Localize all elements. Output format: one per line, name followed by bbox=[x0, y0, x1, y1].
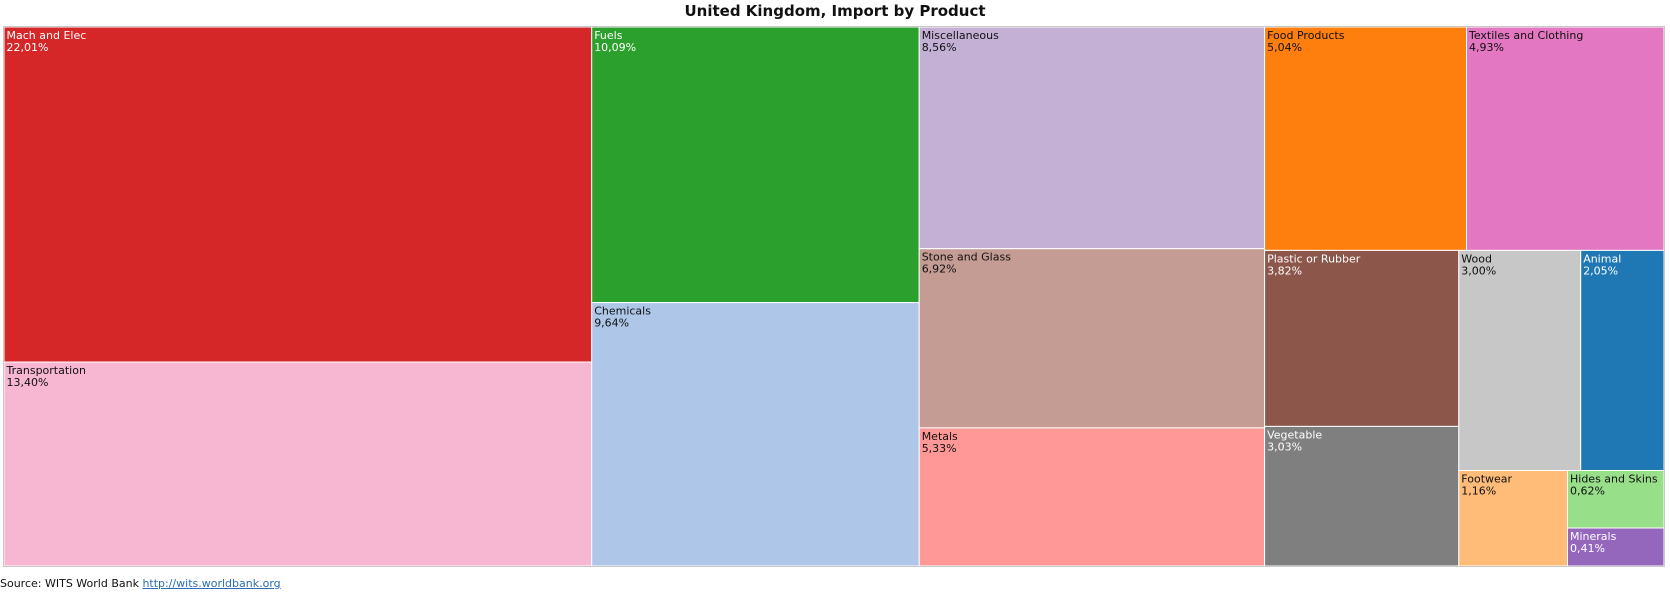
treemap-value-textiles-and-clothing: 4,93% bbox=[1469, 41, 1504, 54]
source-note: Source: WITS World Bank http://wits.worl… bbox=[0, 577, 281, 590]
treemap-value-animal: 2,05% bbox=[1583, 264, 1618, 277]
treemap-frame: Mach and Elec 22,01% Transportation 13,40% F… bbox=[3, 26, 1665, 567]
treemap-rect-animal[interactable] bbox=[1580, 249, 1664, 472]
treemap-label-chemicals: Chemicals bbox=[594, 305, 651, 318]
treemap-rect-food-products[interactable] bbox=[1264, 27, 1467, 251]
chart-title: United Kingdom, Import by Product bbox=[684, 2, 986, 20]
treemap-value-vegetable: 3,03% bbox=[1267, 440, 1302, 453]
treemap-value-transportation: 13,40% bbox=[7, 376, 49, 389]
treemap-label-metals: Metals bbox=[922, 430, 958, 443]
treemap-label-animal: Animal bbox=[1583, 252, 1621, 265]
treemap-label-minerals: Minerals bbox=[1570, 530, 1617, 543]
treemap-value-fuels: 10,09% bbox=[594, 41, 636, 54]
treemap-rect-wood[interactable] bbox=[1458, 249, 1582, 472]
source-text: Source: WITS World Bank bbox=[0, 577, 139, 590]
treemap-rect-fuels[interactable] bbox=[591, 27, 920, 304]
treemap-label-food-products: Food Products bbox=[1267, 29, 1345, 42]
treemap-label-miscellaneous: Miscellaneous bbox=[922, 29, 999, 42]
treemap-rect-textiles-and-clothing[interactable] bbox=[1466, 27, 1665, 251]
treemap-label-transportation: Transportation bbox=[6, 364, 86, 377]
treemap-value-stone-and-glass: 6,92% bbox=[922, 263, 957, 276]
treemap-label-wood: Wood bbox=[1461, 252, 1492, 265]
treemap-rect-hides-and-skins[interactable] bbox=[1567, 470, 1665, 529]
treemap-value-miscellaneous: 8,56% bbox=[922, 41, 957, 54]
treemap-value-wood: 3,00% bbox=[1461, 264, 1496, 277]
treemap-label-mach-and-elec: Mach and Elec bbox=[7, 29, 87, 42]
treemap-rect-transportation[interactable] bbox=[4, 361, 593, 566]
treemap-chart: Mach and Elec22,01%Transportation13,40%F… bbox=[4, 27, 1664, 566]
treemap-rect-mach-and-elec[interactable] bbox=[4, 27, 593, 363]
treemap-rect-miscellaneous[interactable] bbox=[918, 27, 1266, 250]
source-link[interactable]: http://wits.worldbank.org bbox=[142, 577, 281, 590]
treemap-value-hides-and-skins: 0,62% bbox=[1570, 485, 1605, 498]
treemap-label-hides-and-skins: Hides and Skins bbox=[1570, 473, 1658, 486]
treemap-label-vegetable: Vegetable bbox=[1267, 428, 1322, 441]
treemap-label-fuels: Fuels bbox=[594, 29, 623, 42]
treemap-value-metals: 5,33% bbox=[922, 442, 957, 455]
treemap-rect-chemicals[interactable] bbox=[591, 302, 920, 566]
treemap-value-plastic-or-rubber: 3,82% bbox=[1267, 264, 1302, 277]
treemap-label-textiles-and-clothing: Textiles and Clothing bbox=[1468, 29, 1583, 42]
treemap-value-food-products: 5,04% bbox=[1267, 41, 1302, 54]
treemap-value-chemicals: 9,64% bbox=[594, 317, 629, 330]
treemap-value-minerals: 0,41% bbox=[1570, 542, 1605, 555]
treemap-label-footwear: Footwear bbox=[1461, 473, 1512, 486]
treemap-rect-metals[interactable] bbox=[918, 427, 1266, 566]
treemap-label-plastic-or-rubber: Plastic or Rubber bbox=[1267, 252, 1361, 265]
treemap-value-footwear: 1,16% bbox=[1461, 485, 1496, 498]
treemap-rect-minerals[interactable] bbox=[1567, 527, 1665, 566]
treemap-label-stone-and-glass: Stone and Glass bbox=[922, 251, 1012, 264]
treemap-rect-stone-and-glass[interactable] bbox=[918, 248, 1266, 429]
treemap-rect-plastic-or-rubber[interactable] bbox=[1264, 249, 1460, 427]
treemap-value-mach-and-elec: 22,01% bbox=[7, 41, 49, 54]
